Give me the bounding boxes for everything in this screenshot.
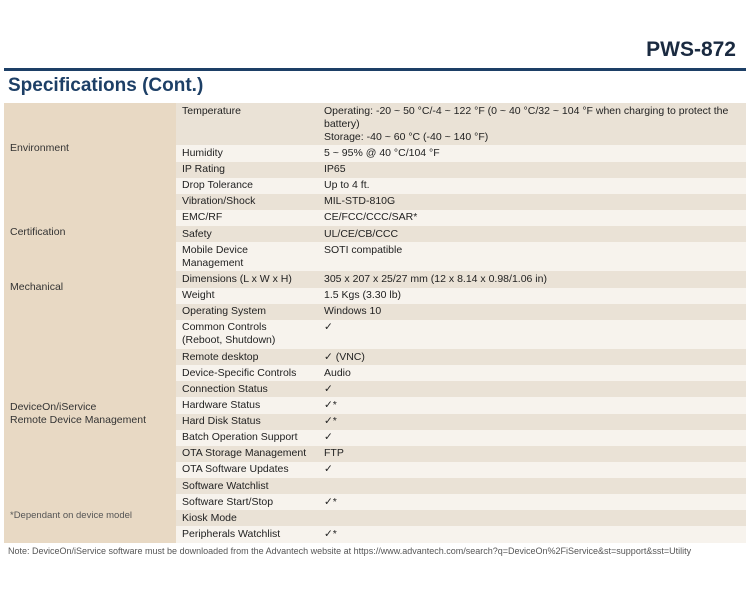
spec-label: OTA Software Updates [176,462,318,478]
spec-label: Kiosk Mode [176,510,318,526]
category-cell: Environment [4,103,176,194]
spec-value: Up to 4 ft. [318,178,746,194]
spec-label: Hardware Status [176,397,318,413]
spec-value: FTP [318,446,746,462]
spec-table: Environment TemperatureOperating: -20 ~ 5… [4,103,746,543]
spec-label: Peripherals Watchlist [176,526,318,542]
spec-value: IP65 [318,162,746,178]
spec-label: Temperature [176,103,318,145]
spec-label: Drop Tolerance [176,178,318,194]
spec-value: Audio [318,365,746,381]
category-label: Certification [10,226,170,239]
table-row: MechanicalDimensions (L x W x H)305 x 20… [4,271,746,287]
spec-label: Device-Specific Controls [176,365,318,381]
spec-label: Operating System [176,304,318,320]
spec-value: ✓ [318,381,746,397]
spec-value: ✓* [318,526,746,542]
spec-value: ✓ [318,430,746,446]
spec-label: Humidity [176,145,318,161]
spec-label: Hard Disk Status [176,414,318,430]
spec-label: Connection Status [176,381,318,397]
spec-value: Windows 10 [318,304,746,320]
spec-label: Remote desktop [176,349,318,365]
spec-value: UL/CE/CB/CCC [318,226,746,242]
spec-label: Common Controls (Reboot, Shutdown) [176,320,318,349]
spec-value: ✓* [318,397,746,413]
category-cell: DeviceOn/iService Remote Device Manageme… [4,304,176,543]
section-title: Specifications (Cont.) [4,73,746,103]
product-title: PWS-872 [4,0,746,68]
spec-value: ✓ [318,462,746,478]
table-row: EnvironmentTemperatureOperating: -20 ~ 5… [4,103,746,145]
spec-label: Mobile Device Management [176,242,318,271]
spec-value: 305 x 207 x 25/27 mm (12 x 8.14 x 0.98/1… [318,271,746,287]
spec-value: 5 ~ 95% @ 40 °C/104 °F [318,145,746,161]
dependant-note: *Dependant on device model [10,504,132,522]
spec-value: 1.5 Kgs (3.30 lb) [318,288,746,304]
footnote: Note: DeviceOn/iService software must be… [4,543,746,557]
spec-label: Safety [176,226,318,242]
category-label: Mechanical [10,281,170,294]
spec-label: Weight [176,288,318,304]
spec-value: Operating: -20 ~ 50 °C/-4 ~ 122 °F (0 ~ … [318,103,746,145]
table-row: DeviceOn/iService Remote Device Manageme… [4,304,746,320]
category-label: Environment [10,142,170,155]
spec-value: MIL-STD-810G [318,194,746,210]
category-cell: Certification [4,194,176,272]
spec-value: ✓ [318,320,746,349]
spec-label: EMC/RF [176,210,318,226]
spec-label: Batch Operation Support [176,430,318,446]
spec-label: Software Start/Stop [176,494,318,510]
spec-value: CE/FCC/CCC/SAR* [318,210,746,226]
spec-label: OTA Storage Management [176,446,318,462]
table-row: CertificationVibration/ShockMIL-STD-810G [4,194,746,210]
spec-value: SOTI compatible [318,242,746,271]
spec-value: ✓* [318,494,746,510]
divider [4,68,746,71]
category-cell: Mechanical [4,271,176,303]
spec-value [318,510,746,526]
spec-value [318,478,746,494]
category-label: DeviceOn/iService Remote Device Manageme… [10,401,170,427]
spec-value: ✓ (VNC) [318,349,746,365]
spec-label: IP Rating [176,162,318,178]
spec-label: Dimensions (L x W x H) [176,271,318,287]
spec-label: Software Watchlist [176,478,318,494]
spec-label: Vibration/Shock [176,194,318,210]
spec-value: ✓* [318,414,746,430]
